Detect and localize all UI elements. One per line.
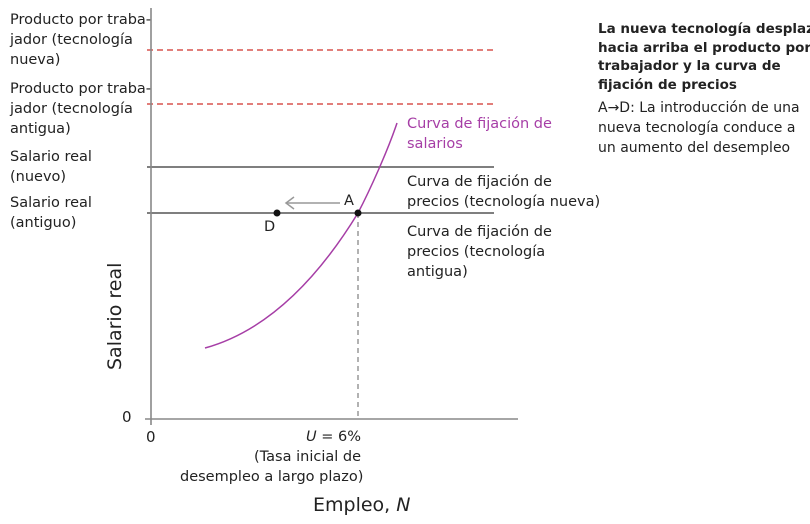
y-label-product-new: Producto por traba- jador (tecnología nu… [10,10,151,70]
side-panel-body: A→D: La introducción de una nueva tecnol… [598,98,810,158]
wage-setting-label: Curva de fijación de salarios [407,114,552,154]
y-label-line: jador (tecnología [10,32,133,48]
side-body-line: un aumento del desempleo [598,140,791,156]
side-body-line: A→D: La introducción de una [598,100,800,116]
price-setting-old-label: Curva de fijación de precios (tecnología… [407,222,552,282]
point-a-label: A [344,193,354,209]
side-title-line: trabajador y la curva de [598,58,781,74]
y-axis-title: Salario real [104,262,126,370]
point-a [354,209,362,217]
x-axis-title: Empleo, N [313,494,410,516]
side-title-line: hacia arriba el producto por [598,39,810,56]
side-title-line: La nueva tecnología desplaza [598,21,810,37]
y-label-wage-new: Salario real (nuevo) [10,147,92,187]
x-axis-title-text: Empleo, [313,494,397,516]
y-label-line: jador (tecnología [10,101,133,117]
y-label-product-old: Producto por traba- jador (tecnología an… [10,79,151,139]
wage-setting-curve [204,122,398,349]
side-panel-title: La nueva tecnología desplaza hacia arrib… [598,20,810,94]
y-zero-label: 0 [122,408,132,426]
y-label-line: Salario real [10,149,92,165]
side-panel: La nueva tecnología desplaza hacia arrib… [598,20,810,158]
x-tick-line: (Tasa inicial de [254,449,361,465]
point-d [273,209,281,217]
point-d-label: D [264,219,276,235]
y-label-line: (antiguo) [10,215,77,231]
y-label-wage-old: Salario real (antiguo) [10,193,92,233]
y-label-line: nueva) [10,52,61,68]
y-label-line: Producto por traba- [10,81,152,97]
x-tick-var: U [306,429,317,445]
curve-label-line: antigua) [407,264,468,280]
curve-label-line: Curva de fijación de [407,174,552,190]
side-body-line: nueva tecnología conduce a [598,120,796,136]
curve-label-line: Curva de fijación de [407,116,552,132]
curve-label-line: Curva de fijación de [407,224,552,240]
y-label-line: Producto por traba- [10,12,152,28]
y-label-line: antigua) [10,121,71,137]
x-zero-label: 0 [146,428,156,446]
x-axis-title-var: N [396,494,411,516]
curve-label-line: precios (tecnología [407,244,546,260]
y-label-line: (nuevo) [10,169,67,185]
x-tick-u-value: U = 6% [180,427,361,447]
x-tick-line: desempleo a largo plazo) [180,469,364,485]
x-tick-u-label: U = 6% (Tasa inicial de desempleo a larg… [180,427,364,487]
side-title-line: fijación de precios [598,76,737,93]
price-setting-new-label: Curva de fijación de precios (tecnología… [407,172,600,212]
curve-label-line: precios (tecnología nueva) [407,194,601,210]
y-label-line: Salario real [10,195,92,211]
arrow-head-icon [284,196,295,210]
x-tick-value: = 6% [316,429,361,445]
curve-label-line: salarios [407,136,463,152]
